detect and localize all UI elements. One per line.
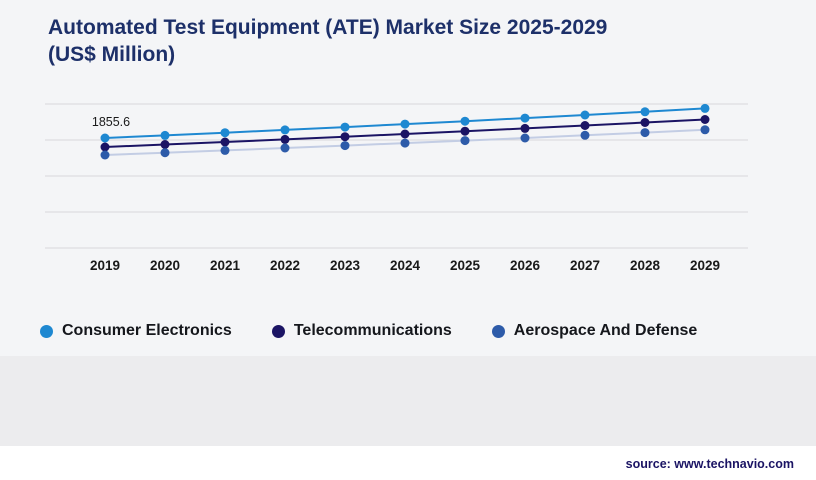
data-point-aerospace-and-defense-2027 (580, 130, 590, 140)
data-point-consumer-electronics-2019 (100, 133, 110, 143)
data-point-aerospace-and-defense-2019 (100, 150, 110, 160)
data-point-aerospace-and-defense-2029 (700, 125, 710, 135)
data-point-aerospace-and-defense-2022 (280, 143, 290, 153)
data-point-consumer-electronics-2023 (340, 122, 350, 132)
data-point-telecommunications-2029 (700, 115, 710, 124)
legend-item-consumer-electronics: Consumer Electronics (40, 322, 232, 340)
data-point-consumer-electronics-2026 (520, 113, 530, 123)
x-axis-label-2021: 2021 (210, 258, 241, 273)
x-axis-label-2025: 2025 (450, 258, 481, 273)
x-axis-label-2024: 2024 (390, 258, 421, 273)
legend-item-telecommunications: Telecommunications (271, 322, 452, 340)
data-label-annotation: 1855.6 (92, 115, 130, 129)
x-axis-label-2020: 2020 (150, 258, 180, 273)
series-consumer-electronics (100, 103, 710, 143)
data-point-consumer-electronics-2020 (160, 130, 170, 140)
data-point-aerospace-and-defense-2025 (460, 136, 470, 146)
x-axis-label-2026: 2026 (510, 258, 541, 273)
data-point-consumer-electronics-2025 (460, 116, 470, 126)
legend-label: Consumer Electronics (62, 322, 232, 339)
aerospace-defense-dot-icon (491, 324, 505, 338)
chart-legend: Consumer Electronics Telecommunications … (40, 322, 697, 340)
series-telecommunications (100, 115, 710, 152)
page-title-line2: (US$ Million) (48, 43, 176, 67)
data-point-aerospace-and-defense-2028 (640, 128, 650, 138)
page-title: Automated Test Equipment (ATE) Market Si… (48, 14, 792, 69)
legend-label: Aerospace And Defense (513, 322, 698, 339)
data-point-telecommunications-2020 (160, 140, 170, 149)
footer-strip (0, 446, 816, 480)
data-point-consumer-electronics-2024 (400, 119, 410, 129)
x-axis-label-2029: 2029 (690, 258, 720, 273)
data-point-consumer-electronics-2022 (280, 125, 290, 135)
data-point-telecommunications-2023 (340, 132, 350, 142)
bottom-band (0, 356, 816, 446)
consumer-electronics-dot-icon (40, 324, 53, 338)
legend-item-aerospace-defense: Aerospace And Defense (491, 322, 698, 340)
market-size-line-chart: 1855.6 2019 2020 2021 2022 2023 2024 2025 2026 20… (45, 103, 748, 273)
legend-label: Telecommunications (293, 322, 452, 339)
data-point-aerospace-and-defense-2021 (220, 145, 230, 155)
series-aerospace-and-defense (100, 125, 710, 160)
page-title-line1: Automated Test Equipment (ATE) Market Si… (48, 16, 608, 39)
x-axis-label-2019: 2019 (90, 258, 120, 273)
telecommunications-dot-icon (271, 324, 285, 338)
data-point-aerospace-and-defense-2020 (160, 148, 170, 158)
data-point-telecommunications-2019 (100, 142, 110, 152)
x-axis-label-2023: 2023 (330, 258, 361, 273)
x-axis-label-2022: 2022 (270, 258, 300, 273)
x-axis-label-2027: 2027 (570, 258, 600, 273)
x-axis-label-2028: 2028 (630, 258, 661, 273)
data-point-consumer-electronics-2029 (700, 103, 710, 113)
data-point-telecommunications-2025 (460, 126, 470, 136)
data-point-telecommunications-2022 (280, 134, 290, 144)
data-point-consumer-electronics-2028 (640, 107, 650, 117)
data-point-consumer-electronics-2027 (580, 110, 590, 120)
data-point-aerospace-and-defense-2024 (400, 138, 410, 148)
source-credit: source: www.technavio.com (625, 457, 794, 471)
data-point-telecommunications-2027 (580, 121, 590, 130)
data-point-aerospace-and-defense-2023 (340, 141, 350, 151)
data-point-telecommunications-2021 (220, 137, 230, 147)
data-point-telecommunications-2026 (520, 123, 530, 133)
data-point-aerospace-and-defense-2026 (520, 133, 530, 143)
data-point-telecommunications-2028 (640, 118, 650, 127)
data-point-consumer-electronics-2021 (220, 128, 230, 138)
data-point-telecommunications-2024 (400, 129, 410, 139)
